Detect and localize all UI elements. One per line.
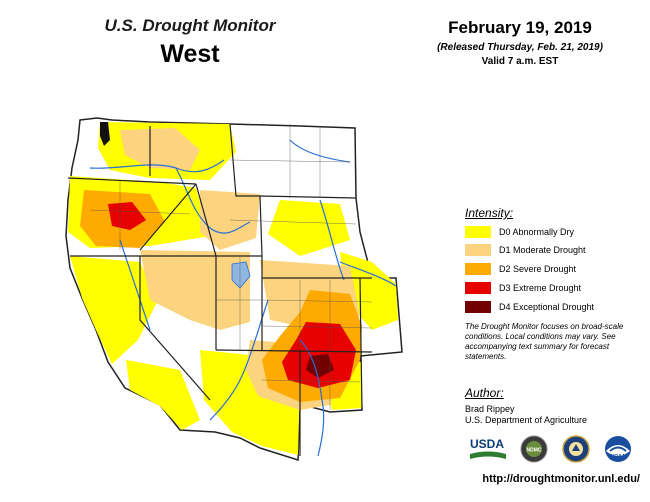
great-salt-lake — [231, 261, 251, 289]
author-name: Brad Rippey — [465, 404, 515, 414]
noaa-logo-text: NOAA — [611, 454, 626, 460]
usda-seal — [562, 435, 590, 463]
legend-item-d0: D0 Abnormally Dry — [465, 226, 574, 238]
legend-item-d2: D2 Severe Drought — [465, 263, 576, 275]
county-borders — [89, 124, 373, 410]
usda-logo-text: USDA — [470, 437, 504, 451]
map-date: February 19, 2019 — [448, 18, 592, 37]
disclaimer-note: The Drought Monitor focuses on broad-sca… — [465, 322, 624, 361]
ndmc-logo: NDMC — [520, 435, 548, 463]
legend-label-d1: D1 Moderate Drought — [499, 245, 586, 255]
puget-sound — [100, 122, 110, 146]
map-title: U.S. Drought Monitor — [104, 16, 276, 35]
legend-item-d1: D1 Moderate Drought — [465, 244, 586, 256]
legend-swatch-d3 — [465, 282, 491, 294]
author-heading: Author: — [465, 386, 504, 400]
drought-map — [65, 117, 403, 462]
legend-swatch-d2 — [465, 263, 491, 275]
legend-label-d4: D4 Exceptional Drought — [499, 302, 595, 312]
ndmc-logo-text: NDMC — [527, 448, 542, 454]
map-region-title: West — [160, 40, 220, 68]
legend-swatch-d4 — [465, 301, 491, 313]
rivers — [89, 139, 397, 457]
legend-swatch-d1 — [465, 244, 491, 256]
legend-label-d2: D2 Severe Drought — [499, 264, 577, 274]
legend-label-d0: D0 Abnormally Dry — [499, 227, 575, 237]
release-date: (Released Thursday, Feb. 21, 2019) — [437, 42, 603, 53]
usda-logo: USDA — [470, 437, 506, 459]
legend-item-d3: D3 Extreme Drought — [465, 282, 581, 294]
drought-monitor-link[interactable]: http://droughtmonitor.unl.edu/ — [482, 473, 640, 485]
noaa-logo: NOAA — [605, 436, 631, 462]
valid-time: Valid 7 a.m. EST — [481, 56, 559, 67]
legend-item-d4: D4 Exceptional Drought — [465, 301, 594, 313]
author-organization: U.S. Department of Agriculture — [465, 415, 588, 425]
legend-heading: Intensity: — [465, 206, 514, 220]
legend-swatch-d0 — [465, 226, 491, 238]
legend-label-d3: D3 Extreme Drought — [499, 283, 582, 293]
